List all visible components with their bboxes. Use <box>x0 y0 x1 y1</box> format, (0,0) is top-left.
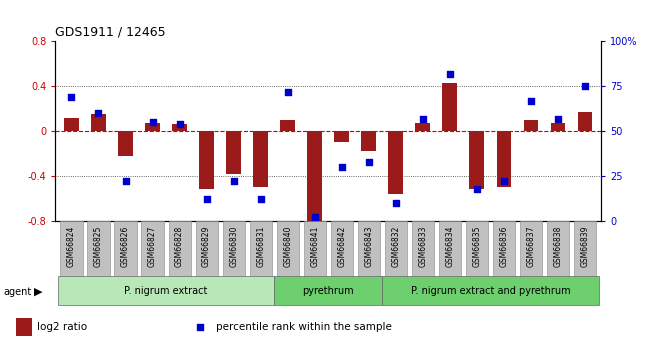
Text: GSM66836: GSM66836 <box>499 225 508 267</box>
Point <box>309 215 320 220</box>
Text: agent: agent <box>3 287 31 296</box>
Text: GSM66829: GSM66829 <box>202 225 211 267</box>
Bar <box>334 131 349 142</box>
Text: GSM66824: GSM66824 <box>67 225 76 267</box>
Point <box>174 121 185 127</box>
Point <box>418 116 428 121</box>
Point <box>363 159 374 164</box>
FancyBboxPatch shape <box>222 221 245 278</box>
FancyBboxPatch shape <box>196 221 218 278</box>
Text: GSM66839: GSM66839 <box>580 225 590 267</box>
Text: GSM66834: GSM66834 <box>445 225 454 267</box>
Text: pyrethrum: pyrethrum <box>302 286 354 296</box>
Point <box>194 324 205 330</box>
FancyBboxPatch shape <box>114 221 136 278</box>
Bar <box>551 123 566 131</box>
Bar <box>91 114 106 131</box>
Text: percentile rank within the sample: percentile rank within the sample <box>216 322 391 332</box>
Text: GSM66830: GSM66830 <box>229 225 238 267</box>
Point <box>580 83 590 89</box>
Text: GSM66833: GSM66833 <box>419 225 427 267</box>
Text: GSM66825: GSM66825 <box>94 225 103 267</box>
Bar <box>443 83 458 131</box>
FancyBboxPatch shape <box>142 221 164 278</box>
FancyBboxPatch shape <box>385 221 407 278</box>
FancyBboxPatch shape <box>547 221 569 278</box>
Point <box>148 119 158 125</box>
FancyBboxPatch shape <box>87 221 110 278</box>
Point <box>552 116 563 121</box>
Bar <box>280 120 295 131</box>
Text: GSM66826: GSM66826 <box>121 225 130 267</box>
FancyBboxPatch shape <box>466 221 488 278</box>
Bar <box>118 131 133 156</box>
FancyBboxPatch shape <box>274 276 382 305</box>
Bar <box>469 131 484 189</box>
Bar <box>172 125 187 131</box>
Text: log2 ratio: log2 ratio <box>38 322 88 332</box>
Point <box>202 197 212 202</box>
Text: ▶: ▶ <box>34 287 42 296</box>
FancyBboxPatch shape <box>304 221 326 278</box>
FancyBboxPatch shape <box>358 221 380 278</box>
FancyBboxPatch shape <box>382 276 599 305</box>
Text: GSM66832: GSM66832 <box>391 225 400 267</box>
Point <box>499 179 509 184</box>
FancyBboxPatch shape <box>411 221 434 278</box>
FancyBboxPatch shape <box>331 221 353 278</box>
Point <box>94 110 104 116</box>
Bar <box>578 112 592 131</box>
Bar <box>361 131 376 151</box>
Point <box>445 71 455 77</box>
Text: GSM66843: GSM66843 <box>364 225 373 267</box>
Point <box>391 200 401 206</box>
Text: P. nigrum extract: P. nigrum extract <box>124 286 208 296</box>
Bar <box>145 123 160 131</box>
FancyBboxPatch shape <box>493 221 515 278</box>
Text: GSM66827: GSM66827 <box>148 225 157 267</box>
Bar <box>64 118 79 131</box>
Bar <box>226 131 241 174</box>
Point <box>472 186 482 191</box>
Text: GSM66837: GSM66837 <box>526 225 536 267</box>
Text: GSM66841: GSM66841 <box>310 225 319 267</box>
Point <box>228 179 239 184</box>
Bar <box>415 123 430 131</box>
Text: GSM66842: GSM66842 <box>337 225 346 267</box>
Bar <box>497 131 512 187</box>
Point <box>526 98 536 104</box>
Bar <box>523 120 538 131</box>
Bar <box>307 131 322 221</box>
FancyBboxPatch shape <box>520 221 542 278</box>
Bar <box>254 131 268 187</box>
Point <box>283 89 293 95</box>
Text: GSM66838: GSM66838 <box>554 225 562 267</box>
FancyBboxPatch shape <box>168 221 190 278</box>
Text: P. nigrum extract and pyrethrum: P. nigrum extract and pyrethrum <box>411 286 570 296</box>
Bar <box>16 318 32 336</box>
Point <box>337 164 347 170</box>
FancyBboxPatch shape <box>574 221 596 278</box>
Bar <box>199 131 214 189</box>
Text: GSM66835: GSM66835 <box>473 225 482 267</box>
FancyBboxPatch shape <box>250 221 272 278</box>
Point <box>120 179 131 184</box>
Text: GSM66840: GSM66840 <box>283 225 292 267</box>
Text: GSM66831: GSM66831 <box>256 225 265 267</box>
FancyBboxPatch shape <box>60 221 83 278</box>
Point <box>255 197 266 202</box>
Bar <box>389 131 403 194</box>
FancyBboxPatch shape <box>439 221 461 278</box>
Point <box>66 94 77 100</box>
Text: GDS1911 / 12465: GDS1911 / 12465 <box>55 26 166 39</box>
Text: GSM66828: GSM66828 <box>175 225 184 267</box>
FancyBboxPatch shape <box>277 221 299 278</box>
FancyBboxPatch shape <box>58 276 274 305</box>
